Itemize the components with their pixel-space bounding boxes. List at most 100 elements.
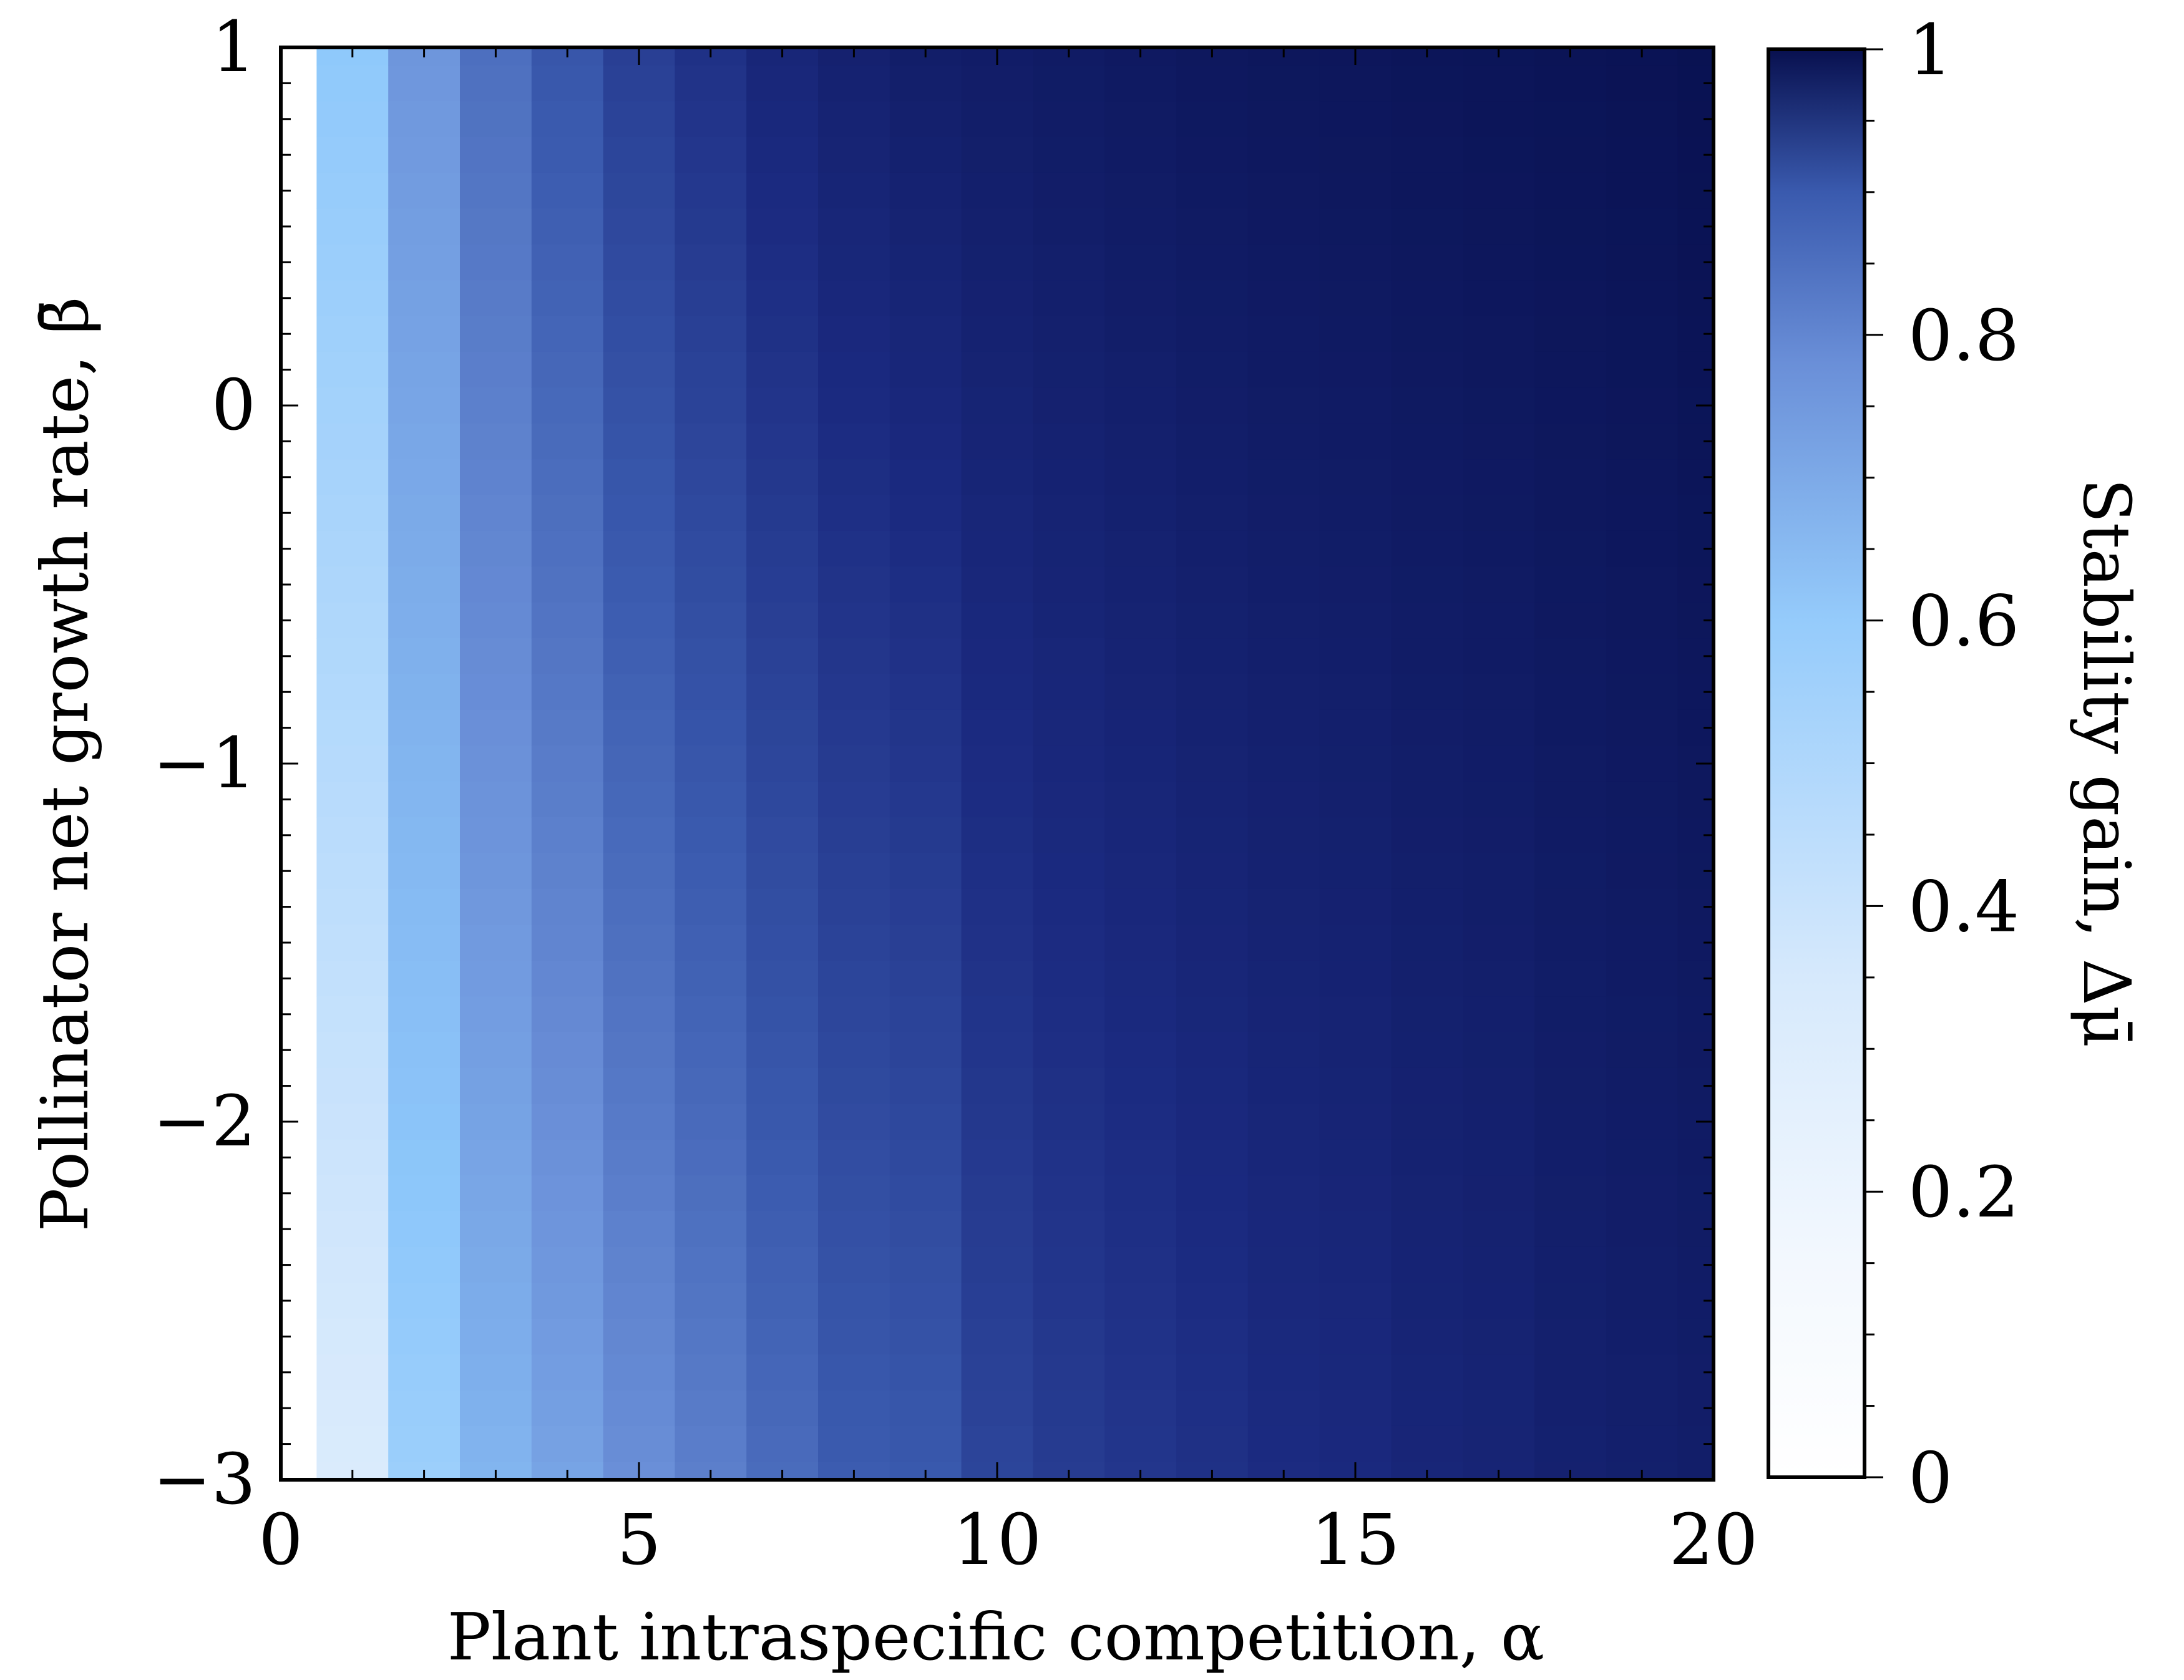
heatmap-cell [388,1390,461,1427]
heatmap-cell [1391,745,1463,782]
heatmap-cell [1391,137,1463,173]
heatmap-cell [746,674,819,711]
heatmap-cell [746,65,819,102]
heatmap-cell [1176,1139,1249,1176]
heatmap-cell [818,137,890,173]
heatmap-cell [1104,208,1177,245]
heatmap-cell [1176,1390,1249,1427]
heatmap-cell [1247,101,1320,138]
heatmap-cell [388,996,461,1033]
heatmap-cell [316,674,389,711]
heatmap-cell [1033,925,1105,961]
heatmap-cell [1104,925,1177,961]
heatmap-cell [388,1104,461,1140]
heatmap-cell [531,1246,604,1283]
heatmap-cell [1247,1211,1320,1248]
heatmap-cell [746,888,819,925]
heatmap-cell [1534,244,1607,281]
heatmap-cell [818,853,890,890]
heatmap-cell [1104,1067,1177,1104]
heatmap-cell [1606,1390,1679,1427]
heatmap-cell [1033,1032,1105,1069]
heatmap-cell [1391,316,1463,352]
heatmap-cell [746,1354,819,1391]
heatmap-cell [889,674,962,711]
heatmap-cell [746,781,819,818]
heatmap-cells [281,47,1714,1480]
heatmap-cell [1391,1283,1463,1319]
heatmap-cell [889,172,962,209]
heatmap-cell [1391,351,1463,388]
heatmap-cell [1247,1246,1320,1283]
heatmap-cell [1319,65,1392,102]
heatmap-cell [1247,602,1320,639]
heatmap-cell [1391,996,1463,1033]
heatmap-cell [1176,1283,1249,1319]
heatmap-cell [531,925,604,961]
heatmap-cell [388,351,461,388]
heatmap-cell [889,566,962,603]
heatmap-cell [889,495,962,532]
heatmap-cell [388,1318,461,1355]
heatmap-cell [746,244,819,281]
heatmap-cell [675,1425,747,1462]
heatmap-cell [675,423,747,460]
heatmap-cell [1534,1283,1607,1319]
heatmap-cell [961,638,1033,675]
heatmap-cell [1391,781,1463,818]
heatmap-cell [675,1032,747,1069]
heatmap-cell [1463,1354,1535,1391]
heatmap-cell [603,387,675,424]
heatmap-cell [889,280,962,317]
heatmap-cell [316,1211,389,1248]
heatmap-cell [961,1032,1033,1069]
heatmap-cell [961,1246,1033,1283]
heatmap-cell [961,1390,1033,1427]
heatmap-cell [1463,1425,1535,1462]
heatmap-cell [531,101,604,138]
heatmap-cell [316,1139,389,1176]
heatmap-cell [1463,1283,1535,1319]
heatmap-cell [818,172,890,209]
heatmap-cell [1247,244,1320,281]
heatmap-cell [1319,244,1392,281]
heatmap-cell [1176,1175,1249,1212]
heatmap-cell [889,1390,962,1427]
heatmap-cell [1391,1139,1463,1176]
heatmap-cell [889,244,962,281]
heatmap-cell [281,1462,317,1480]
heatmap-cell [1606,423,1679,460]
heatmap-cell [388,1283,461,1319]
heatmap-cell [675,925,747,961]
heatmap-cell [531,351,604,388]
heatmap-cell [889,1283,962,1319]
heatmap-cell [460,423,532,460]
heatmap-cell [1391,888,1463,925]
heatmap-cell [1033,853,1105,890]
heatmap-cell [1319,709,1392,746]
heatmap-cell [1534,888,1607,925]
heatmap-cell [1534,1139,1607,1176]
x-tick-label: 10 [953,1500,1042,1581]
heatmap-cell [388,1139,461,1176]
heatmap-cell [961,208,1033,245]
heatmap-cell [1319,888,1392,925]
heatmap-cell [746,172,819,209]
heatmap-cell [603,996,675,1033]
heatmap-cell [961,530,1033,567]
heatmap-cell [460,208,532,245]
heatmap-cell [1247,1354,1320,1391]
heatmap-cell [818,1032,890,1069]
heatmap-cell [388,817,461,854]
heatmap-cell [316,996,389,1033]
heatmap-cell [1319,1354,1392,1391]
heatmap-cell [675,351,747,388]
heatmap-cell [1391,853,1463,890]
colorbar-tick-label: 1 [1908,10,1952,91]
heatmap-cell [1104,1211,1177,1248]
heatmap-cell [1247,459,1320,496]
heatmap-cell [746,208,819,245]
heatmap-cell [388,566,461,603]
heatmap-cell [818,817,890,854]
